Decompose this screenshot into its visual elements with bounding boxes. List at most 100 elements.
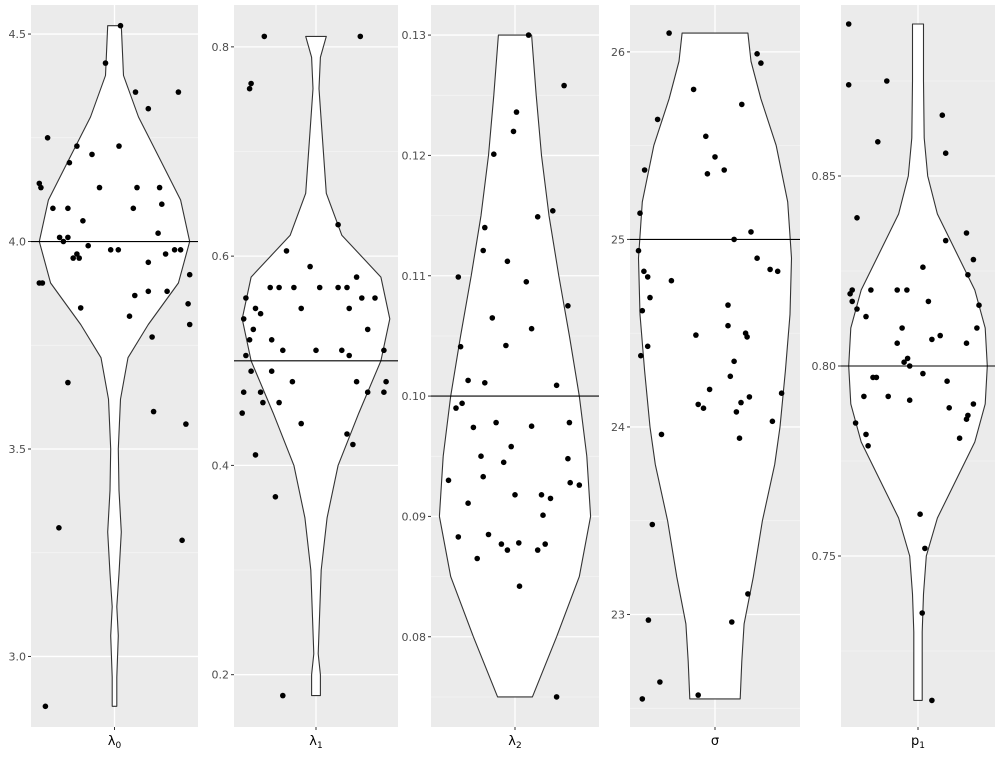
data-point (74, 143, 80, 149)
data-point (706, 386, 713, 393)
data-point (565, 303, 571, 309)
y-tick-label: 26 (611, 46, 625, 59)
data-point (744, 334, 750, 340)
data-point (929, 336, 935, 343)
data-point (162, 251, 169, 257)
data-point (729, 619, 735, 625)
data-point (904, 287, 910, 293)
data-point (668, 277, 675, 284)
data-point (721, 167, 727, 173)
data-point (525, 32, 532, 38)
data-point (504, 547, 511, 553)
data-point (758, 60, 764, 66)
data-point (175, 89, 182, 95)
data-point (503, 342, 509, 349)
data-point (745, 591, 751, 597)
data-point (455, 534, 462, 540)
data-point (243, 352, 249, 359)
data-point (246, 337, 253, 343)
data-point (963, 340, 970, 347)
data-point (534, 547, 541, 553)
data-point (257, 389, 264, 396)
violin-shape (38, 25, 191, 707)
x-axis-label: p1 (911, 734, 925, 751)
data-point (919, 610, 925, 616)
data-point (145, 105, 152, 112)
x-axis-label-main: λ (508, 734, 516, 749)
data-point (885, 393, 891, 400)
data-point (267, 284, 274, 291)
data-point (553, 382, 560, 389)
data-point (156, 184, 163, 191)
data-point (901, 359, 907, 366)
data-point (695, 401, 701, 408)
y-tick-label: 0.4 (212, 459, 230, 472)
x-axis-label-subscript: 2 (516, 741, 522, 751)
data-point (769, 418, 776, 425)
data-point (298, 305, 305, 312)
data-point (145, 288, 152, 295)
data-point (66, 159, 73, 166)
data-point (453, 405, 459, 411)
data-point (56, 525, 62, 531)
data-point (289, 378, 296, 385)
y-tick-label: 0.6 (212, 250, 230, 263)
data-point (117, 22, 124, 29)
data-point (339, 347, 345, 354)
data-point (96, 184, 103, 191)
data-point (353, 274, 360, 280)
data-point (658, 431, 665, 438)
data-point (465, 377, 471, 384)
data-point (480, 247, 487, 254)
data-point (457, 343, 464, 350)
data-point (313, 347, 319, 354)
data-point (925, 298, 932, 305)
data-point (42, 703, 49, 710)
data-point (276, 284, 282, 291)
y-tick-label: 23 (611, 608, 625, 621)
panel-1: 0.2 0.4 0.6 0.8 λ1 (212, 5, 398, 751)
data-point (115, 247, 122, 253)
data-point (944, 378, 950, 385)
data-point (547, 495, 554, 502)
data-point (906, 363, 913, 369)
data-point (847, 291, 853, 297)
data-point (185, 301, 191, 307)
data-point (65, 205, 71, 212)
data-point (700, 405, 707, 412)
data-point (654, 116, 661, 123)
data-point (381, 389, 387, 396)
data-point (335, 284, 341, 291)
data-point (748, 229, 754, 235)
data-point (252, 305, 259, 312)
data-point (963, 230, 970, 236)
y-tick-label: 3.5 (9, 443, 27, 456)
violin-shape (241, 35, 391, 697)
violin-shape (438, 34, 592, 698)
data-point (510, 128, 517, 135)
data-point (863, 431, 869, 438)
data-point (130, 205, 137, 212)
data-point (474, 555, 481, 562)
data-point (516, 583, 523, 589)
data-point (74, 251, 80, 257)
data-point (644, 274, 651, 280)
y-tick-label: 25 (611, 233, 625, 246)
data-point (459, 400, 465, 407)
data-point (357, 33, 364, 40)
data-point (690, 86, 697, 93)
data-point (863, 313, 869, 320)
data-point (364, 326, 371, 333)
data-point (353, 378, 360, 385)
data-point (179, 537, 185, 544)
data-point (177, 247, 184, 253)
x-axis-label-main: σ (711, 734, 719, 749)
data-point (346, 305, 353, 312)
data-point (350, 441, 356, 448)
data-point (865, 443, 871, 449)
x-axis-label-main: λ (108, 734, 116, 749)
data-point (849, 298, 855, 305)
data-point (644, 343, 651, 350)
data-point (854, 306, 860, 312)
data-point (854, 215, 860, 221)
